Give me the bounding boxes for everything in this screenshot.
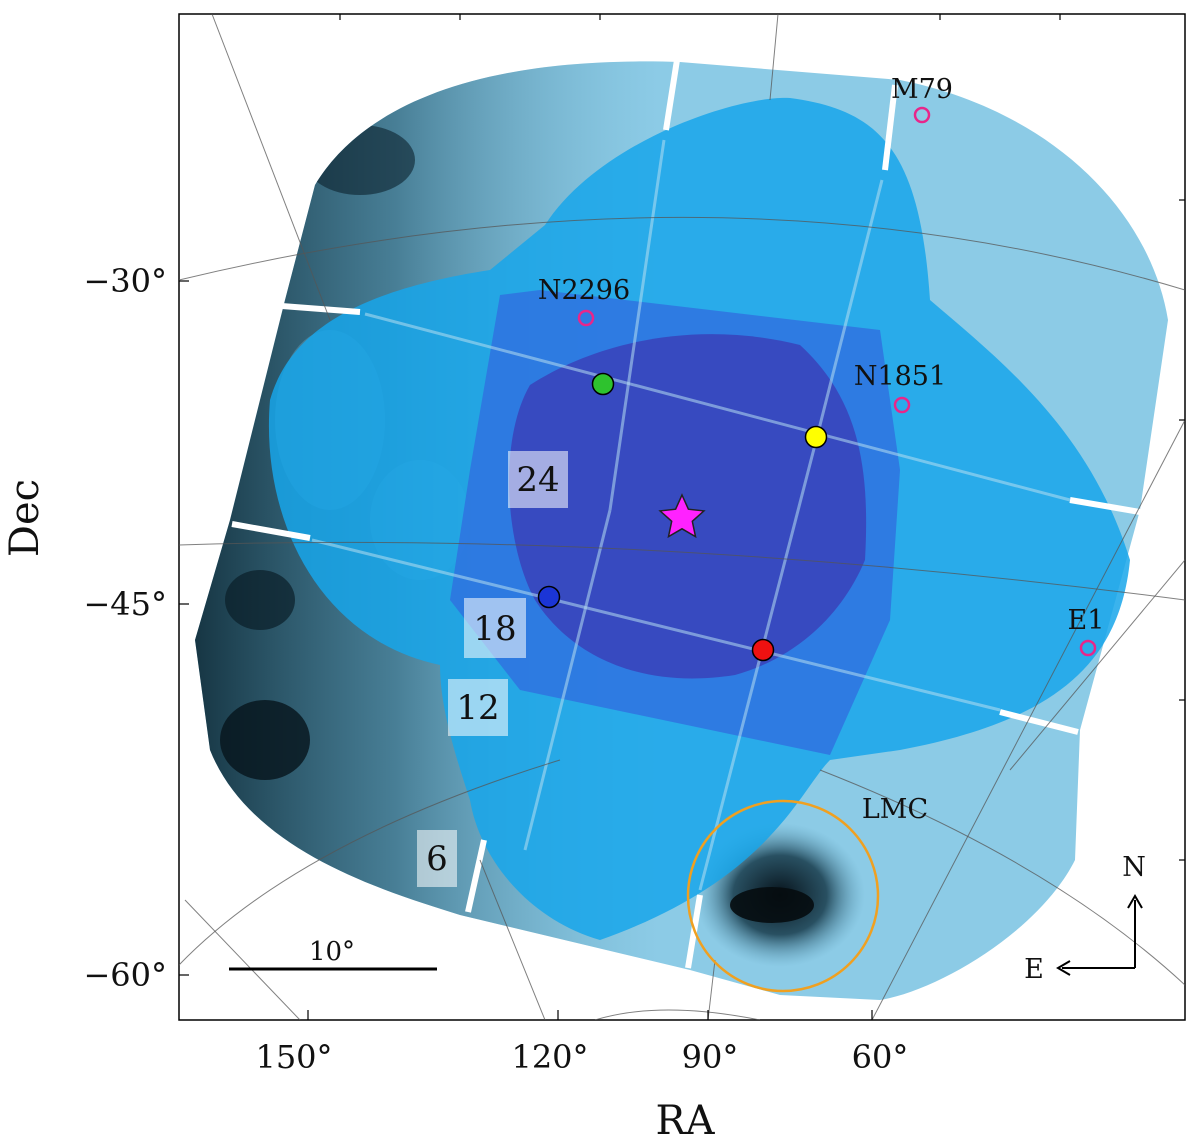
dust-cloud-a (220, 700, 310, 780)
dec-grid-45 (179, 541, 1185, 601)
ra-tick-150: 150° (255, 1038, 332, 1076)
label-box-6 (417, 830, 457, 887)
red-field-marker (751, 638, 775, 662)
gap-line-7 (465, 839, 487, 913)
ra-tick-60: 60° (852, 1038, 909, 1076)
lmc-circle (686, 799, 880, 993)
green-field-marker (591, 372, 615, 396)
ra-tick-120: 120° (511, 1038, 588, 1076)
n2296-label: N2296 (538, 275, 630, 306)
ra-grid-90 (769, 14, 779, 101)
ra-grid-45 (1009, 559, 1185, 771)
blue-field-marker (537, 585, 561, 609)
center-star-marker (658, 493, 706, 539)
dec-tick-30: −30° (83, 262, 167, 300)
compass-north-head (1127, 894, 1143, 909)
gap-line-6 (999, 709, 1079, 735)
ra-grid-90b (707, 959, 716, 1020)
chip-boundary-2 (523, 509, 612, 851)
dec-grid-75 (594, 1009, 761, 1020)
e1-marker (1079, 639, 1097, 657)
label-box-24 (508, 451, 568, 508)
coordinate-grid (179, 14, 1185, 1020)
chip-boundaries (311, 139, 1071, 891)
dec-grid-30 (179, 216, 1185, 291)
y-axis-label: Dec (2, 479, 48, 557)
region-label-12: 12 (456, 688, 499, 728)
region-label-18: 18 (473, 609, 516, 649)
scale-bar-label: 10° (309, 937, 355, 967)
m79-marker (913, 106, 931, 124)
gap-line-3 (229, 299, 361, 315)
lmc-bar (730, 887, 814, 923)
x-axis-label: RA (655, 1098, 715, 1143)
chip-boundary-4 (698, 436, 819, 891)
gap-line-4 (231, 521, 311, 541)
chip-boundary-5 (364, 312, 1071, 502)
n1851-marker (893, 396, 911, 414)
n1851-label: N1851 (854, 361, 946, 392)
chip-gaps (229, 59, 1141, 969)
cluster-markers (577, 106, 1097, 657)
region-label-24: 24 (516, 460, 559, 500)
label-box-18 (464, 598, 526, 658)
compass-east-label: E (1024, 954, 1044, 985)
compass-north-label: N (1122, 852, 1146, 883)
compass (1056, 894, 1143, 976)
ra-grid-60 (871, 419, 1185, 1020)
chip-boundary-6 (311, 538, 1001, 712)
dec-tick-60: −60° (83, 956, 167, 994)
yellow-field-marker (804, 425, 828, 449)
ra-grid-150 (211, 14, 331, 321)
compass-east-head (1056, 960, 1071, 976)
region-label-6: 6 (426, 839, 448, 879)
gap-line-1 (663, 59, 680, 131)
ra-grid-150b (184, 899, 301, 1020)
chip-boundary-3 (815, 179, 884, 438)
m79-label: M79 (891, 74, 953, 105)
ra-grid-120 (479, 859, 546, 1020)
gap-line-5 (1069, 497, 1141, 515)
dec-grid-60 (179, 759, 561, 966)
label-box-12 (448, 679, 508, 736)
dec-grid-60b (819, 769, 1185, 986)
ra-tick-90: 90° (682, 1038, 739, 1076)
field-markers (537, 372, 828, 662)
frame-ticks (179, 14, 1185, 1020)
e1-label: E1 (1068, 605, 1105, 636)
dust-cloud-b (225, 570, 295, 630)
chip-boundary-1 (608, 139, 666, 511)
lmc-label: LMC (862, 794, 928, 825)
dec-tick-45: −45° (83, 585, 167, 623)
region-labels: 24 18 12 6 (417, 451, 568, 887)
gap-line-2 (882, 84, 898, 171)
n2296-marker (577, 309, 595, 327)
